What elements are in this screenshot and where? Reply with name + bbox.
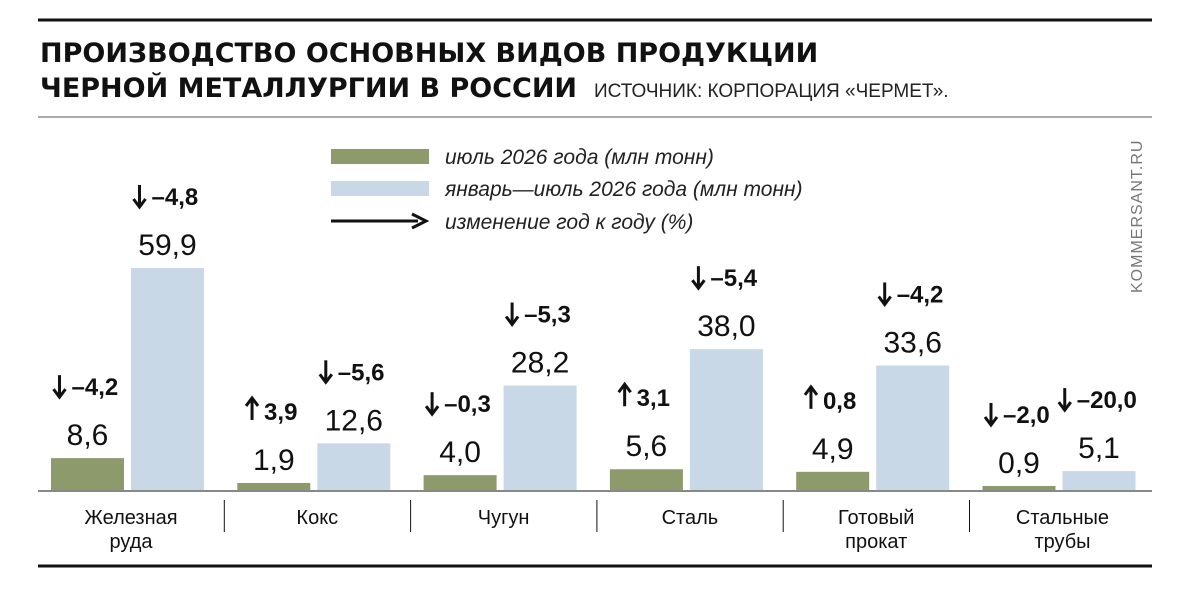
chart-title-line-1: ПРОИЗВОДСТВО ОСНОВНЫХ ВИДОВ ПРОДУКЦИИ	[40, 38, 818, 69]
separators-layer	[223, 500, 970, 532]
arrow-down-icon	[318, 360, 333, 385]
value-label-july-2: 4,0	[439, 436, 481, 469]
change-july-4: 0,8	[803, 384, 856, 415]
value-label-jan-jul-2: 28,2	[511, 346, 569, 379]
change-jan-jul-4: –4,2	[877, 281, 944, 308]
change-july-2: –0,3	[424, 391, 491, 418]
arrow-right-icon	[331, 212, 430, 230]
change-label-jan-jul-1: –5,6	[338, 359, 385, 386]
source-note: ИСТОЧНИК: КОРПОРАЦИЯ «ЧЕРМЕТ».	[594, 81, 949, 102]
change-label-jan-jul-0: –4,8	[152, 184, 199, 211]
arrow-up-icon	[244, 395, 260, 420]
value-label-jan-jul-0: 59,9	[138, 229, 196, 262]
change-label-july-1: 3,9	[264, 399, 297, 426]
category-label-5-line-1: трубы	[1034, 531, 1090, 553]
category-label-3-line-0: Сталь	[662, 507, 719, 529]
change-jan-jul-0: –4,8	[132, 184, 199, 211]
credit-kommersant: KOMMERSANT.RU	[1129, 140, 1146, 293]
bar-july-1	[237, 482, 311, 490]
bar-july-3	[609, 469, 683, 490]
change-jan-jul-2: –5,3	[504, 301, 571, 328]
change-label-july-5: –2,0	[1003, 402, 1050, 429]
legend-swatch-july	[331, 149, 429, 164]
bar-jan-jul-0	[131, 268, 204, 490]
change-label-july-3: 3,1	[637, 385, 670, 412]
arrow-down-icon	[691, 266, 706, 291]
change-label-jan-jul-2: –5,3	[524, 301, 571, 328]
change-july-5: –2,0	[983, 402, 1050, 429]
bar-july-2	[423, 475, 497, 490]
change-jan-jul-5: –20,0	[1057, 387, 1137, 414]
category-label-4-line-1: прокат	[845, 531, 907, 553]
bar-jan-jul-2	[503, 385, 577, 490]
arrow-down-icon	[504, 302, 520, 327]
change-label-july-4: 0,8	[823, 388, 856, 415]
bar-july-4	[796, 471, 870, 490]
value-label-jan-jul-1: 12,6	[325, 404, 383, 437]
arrow-up-icon	[803, 384, 819, 409]
category-label-0-line-0: Железная	[84, 507, 177, 529]
change-jan-jul-3: –5,4	[691, 265, 758, 292]
category-label-1-line-0: Кокс	[296, 507, 338, 529]
category-label-4-line-0: Готовый	[838, 507, 914, 529]
value-label-july-5: 0,9	[998, 447, 1040, 480]
change-label-jan-jul-5: –20,0	[1077, 387, 1137, 414]
value-label-july-3: 5,6	[626, 430, 668, 463]
bar-july-0	[51, 458, 124, 490]
bar-jan-jul-5	[1062, 471, 1136, 490]
category-label-2-line-0: Чугун	[478, 507, 530, 529]
arrow-down-icon	[52, 375, 67, 400]
change-july-0: –4,2	[52, 374, 119, 401]
bar-jan-jul-4	[876, 365, 950, 490]
bar-july-5	[982, 486, 1056, 490]
change-july-3: 3,1	[617, 381, 670, 412]
value-labels-layer: 8,6 59,9 1,9 12,6 4,0 28,2 5,6 38,0 4,9 33,6 0,9 5,…	[67, 229, 1120, 480]
change-label-jan-jul-3: –5,4	[710, 265, 757, 292]
chart-title-line-2: ЧЕРНОЙ МЕТАЛЛУРГИИ В РОССИИ	[40, 72, 577, 104]
bar-jan-jul-1	[317, 443, 391, 490]
arrow-down-icon	[424, 392, 440, 417]
change-labels-layer: –4,2 –4,8 3,9 –5,6 –0,3 –5,3 3,1 –5,4 0,8 –4,2 –2,…	[52, 184, 1137, 429]
legend-swatch-jan-jul	[331, 181, 429, 196]
value-label-jan-jul-4: 33,6	[884, 326, 942, 359]
value-label-july-4: 4,9	[812, 433, 854, 466]
legend-label-change: изменение год к году (%)	[445, 211, 693, 234]
arrow-down-icon	[877, 282, 892, 307]
bar-jan-jul-3	[689, 349, 763, 490]
legend-label-jan-jul: январь—июль 2026 года (млн тонн)	[444, 178, 803, 201]
value-label-july-1: 1,9	[253, 444, 295, 477]
arrow-down-icon	[1057, 388, 1072, 413]
change-july-1: 3,9	[244, 395, 297, 426]
legend: июль 2026 года (млн тонн) январь—июль 20…	[331, 146, 803, 234]
value-label-july-0: 8,6	[67, 419, 109, 452]
category-label-5-line-0: Стальные	[1016, 507, 1109, 529]
arrow-up-icon	[617, 381, 632, 407]
value-label-jan-jul-5: 5,1	[1078, 432, 1120, 465]
legend-label-july: июль 2026 года (млн тонн)	[445, 146, 714, 169]
arrow-down-icon	[132, 185, 147, 210]
change-jan-jul-1: –5,6	[318, 359, 385, 386]
change-label-july-2: –0,3	[444, 391, 491, 418]
category-label-0-line-1: руда	[109, 531, 153, 553]
change-label-july-0: –4,2	[72, 374, 119, 401]
value-label-jan-jul-3: 38,0	[697, 310, 755, 343]
bars-layer	[51, 268, 1136, 490]
arrow-down-icon	[983, 403, 999, 428]
change-label-jan-jul-4: –4,2	[897, 281, 944, 308]
